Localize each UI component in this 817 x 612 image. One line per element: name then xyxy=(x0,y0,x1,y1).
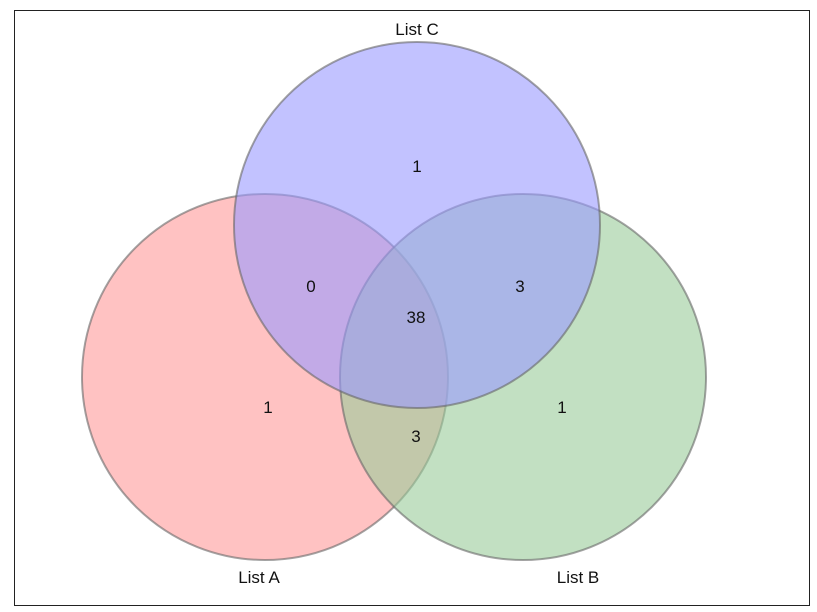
label-list-b: List B xyxy=(557,568,600,587)
count-a-only: 1 xyxy=(263,398,272,417)
count-b-only: 1 xyxy=(557,398,566,417)
label-list-c: List C xyxy=(395,20,438,39)
circle-list-c xyxy=(233,41,601,409)
count-a-b-c: 38 xyxy=(407,308,426,327)
count-b-c: 3 xyxy=(515,277,524,296)
count-a-b: 3 xyxy=(411,427,420,446)
count-c-only: 1 xyxy=(412,157,421,176)
count-a-c: 0 xyxy=(306,277,315,296)
label-list-a: List A xyxy=(238,568,280,587)
